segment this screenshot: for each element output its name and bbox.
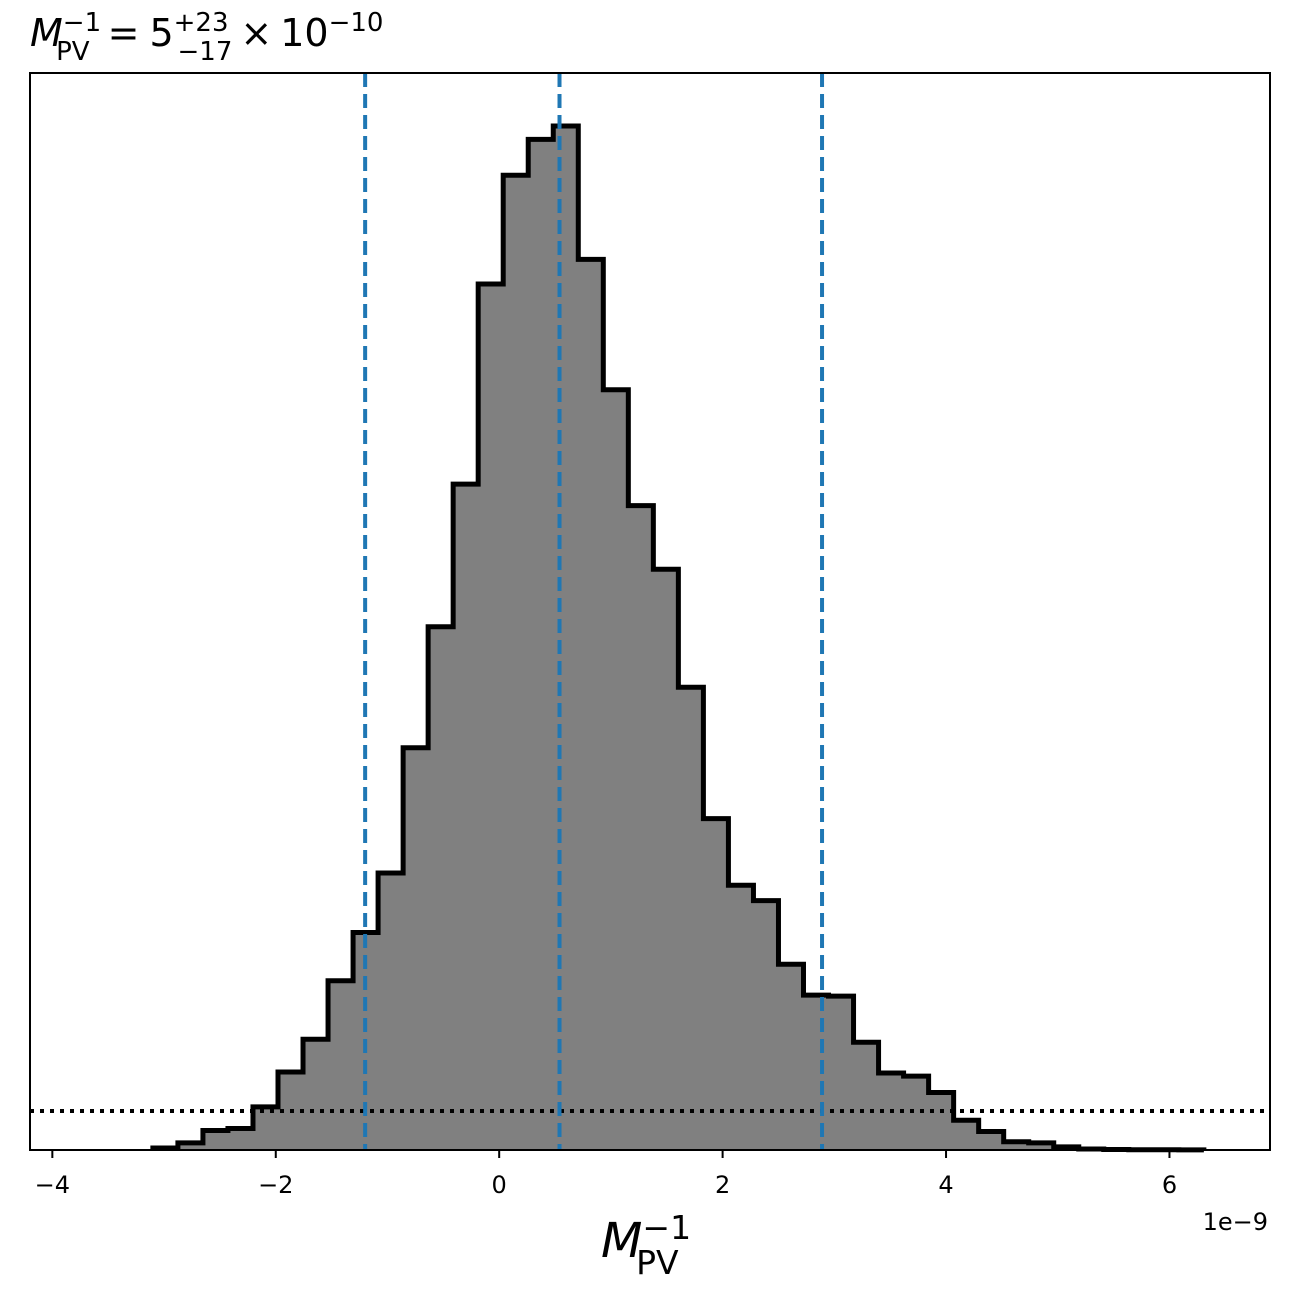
x-tick-label: 6: [1162, 1171, 1177, 1199]
histogram-bin: [1028, 1142, 1055, 1150]
histogram-bin: [503, 175, 529, 1151]
histogram-bin: [252, 1106, 279, 1150]
title-symbol: M: [30, 11, 63, 55]
histogram-bin: [828, 996, 855, 1150]
title-plus: +23: [174, 8, 229, 38]
histogram-bin: [753, 900, 780, 1150]
histogram-bin: [953, 1120, 980, 1150]
x-tick-label: −2: [258, 1171, 293, 1199]
xlabel-symbol: M: [601, 1213, 642, 1269]
histogram-bin: [328, 980, 354, 1150]
histogram-bin: [778, 964, 805, 1150]
histogram-bin: [678, 687, 704, 1150]
title-sup: −1: [63, 8, 101, 38]
histogram-bin: [978, 1131, 1005, 1150]
histogram-bin: [227, 1128, 254, 1150]
histogram-bin: [378, 872, 404, 1150]
histogram-bin: [903, 1076, 930, 1150]
histogram-bin: [202, 1130, 229, 1150]
histogram-bin: [478, 284, 504, 1150]
histogram-bin: [1003, 1141, 1030, 1150]
axes-frame: [29, 72, 1271, 1151]
histogram-bin: [928, 1092, 955, 1150]
xlabel-sub: PV: [636, 1243, 679, 1282]
histogram-bin: [803, 995, 830, 1150]
histogram-outline: [150, 123, 1207, 1153]
x-tick-label: 0: [492, 1171, 507, 1199]
histogram-bin: [853, 1042, 880, 1150]
histogram-bin: [728, 885, 755, 1150]
title-ten: 10: [280, 11, 328, 55]
histogram-bin: [453, 484, 479, 1150]
x-axis-label: M−1 PV: [601, 1208, 691, 1282]
x-tick-label: 4: [938, 1171, 953, 1199]
xlabel-sup: −1: [642, 1208, 691, 1247]
histogram-bin: [578, 259, 604, 1150]
histogram-bin: [428, 626, 454, 1150]
reference-lines: [30, 73, 1270, 1150]
histogram-bin: [603, 389, 629, 1151]
plot-area: [150, 123, 1207, 1153]
title-times: ×: [240, 11, 272, 55]
histogram-bin: [553, 126, 579, 1151]
title-equals: =: [108, 11, 140, 55]
histogram-bin: [403, 747, 429, 1150]
title-sub: PV: [56, 37, 90, 67]
x-tick-label: −4: [35, 1171, 70, 1199]
title-minus: −17: [178, 37, 233, 67]
histogram-bin: [528, 139, 554, 1150]
histogram-bin: [177, 1142, 204, 1150]
x-axis-ticks: −4 −2 0 2 4 6: [35, 1150, 1177, 1199]
x-tick-label: 2: [715, 1171, 730, 1199]
histogram-bin: [303, 1039, 329, 1150]
histogram-bin: [628, 505, 654, 1150]
title-base: 5: [149, 11, 173, 55]
histogram-bin: [703, 818, 730, 1150]
title-exponent: −10: [329, 8, 384, 38]
histogram-bin: [653, 569, 679, 1150]
chart-title: M−1 PV = 5+23 −17 × 10−10: [30, 8, 383, 67]
x-axis-offset-text: 1e−9: [1203, 1208, 1268, 1236]
